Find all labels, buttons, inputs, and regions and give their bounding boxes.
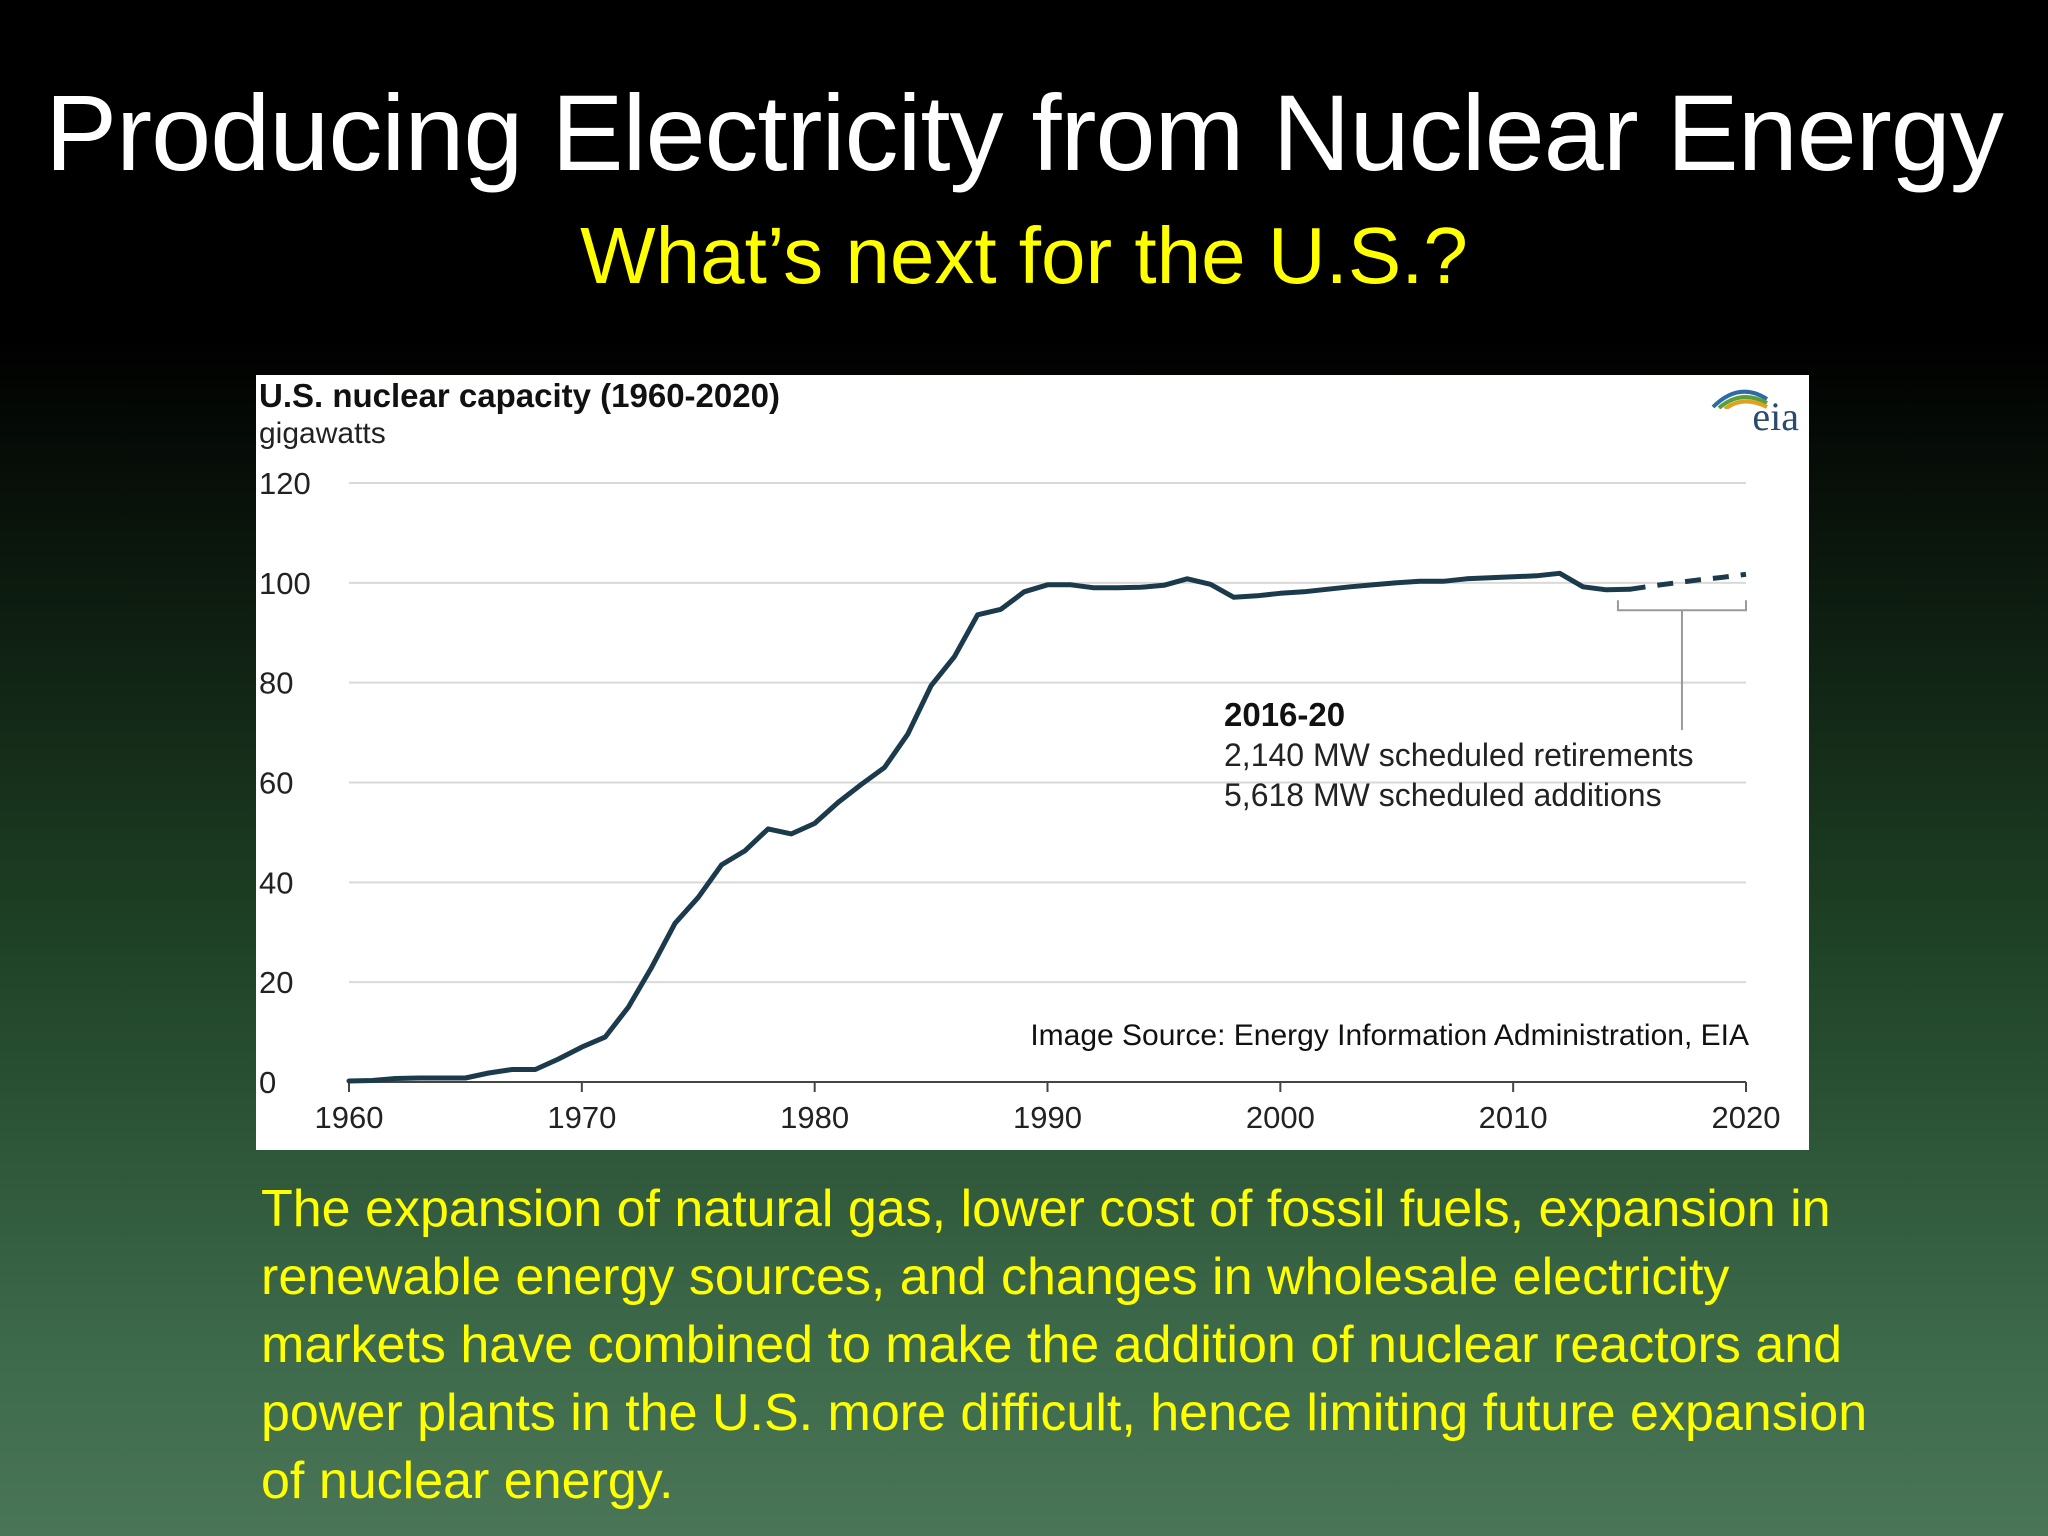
x-tick-label: 2000 [1246, 1100, 1315, 1135]
x-tick-label: 1980 [780, 1100, 849, 1135]
slide-subtitle: What’s next for the U.S.? [580, 211, 1468, 300]
y-tick-label: 20 [259, 965, 293, 1000]
x-tick-label: 2020 [1712, 1100, 1781, 1135]
annotation-retirements: 2,140 MW scheduled retirements [1224, 737, 1694, 773]
x-tick-label: 1970 [547, 1100, 616, 1135]
annotation-period: 2016-20 [1224, 696, 1346, 733]
y-tick-label: 40 [259, 865, 293, 900]
y-tick-label: 60 [259, 766, 293, 801]
historical-capacity-line [346, 570, 1633, 1084]
image-source-note: Image Source: Energy Information Adminis… [1030, 1019, 1749, 1052]
x-tick-label: 1990 [1013, 1100, 1082, 1135]
chart-plot: 120 100 80 60 40 20 0 1960 1970 1980 1990 2000 2010 2… [259, 466, 1781, 1135]
y-tick-label: 100 [259, 566, 311, 601]
eia-logo-text: eia [1752, 394, 1799, 439]
y-axis-unit-label: gigawatts [259, 417, 386, 450]
eia-logo-arcs-icon [1711, 389, 1769, 409]
chart-panel: 120 100 80 60 40 20 0 1960 1970 1980 1990 2000 2010 2… [256, 375, 1809, 1150]
x-tick-label: 1960 [315, 1100, 384, 1135]
y-tick-label: 80 [259, 666, 293, 701]
annotation-block: 2016-20 2,140 MW scheduled retirements 5… [1224, 695, 1694, 815]
y-tick-label: 0 [259, 1065, 276, 1100]
slide-title: Producing Electricity from Nuclear Energ… [45, 72, 2004, 193]
projected-capacity-line [1629, 571, 1747, 592]
annotation-additions: 5,618 MW scheduled additions [1224, 777, 1662, 813]
slide-body-text: The expansion of natural gas, lower cost… [261, 1180, 1868, 1510]
x-tick-label: 2010 [1479, 1100, 1548, 1135]
annotation-bracket [1616, 600, 1747, 731]
eia-logo: eia [1709, 383, 1799, 443]
chart-title: U.S. nuclear capacity (1960-2020) [259, 377, 780, 414]
y-tick-label: 120 [259, 466, 311, 501]
